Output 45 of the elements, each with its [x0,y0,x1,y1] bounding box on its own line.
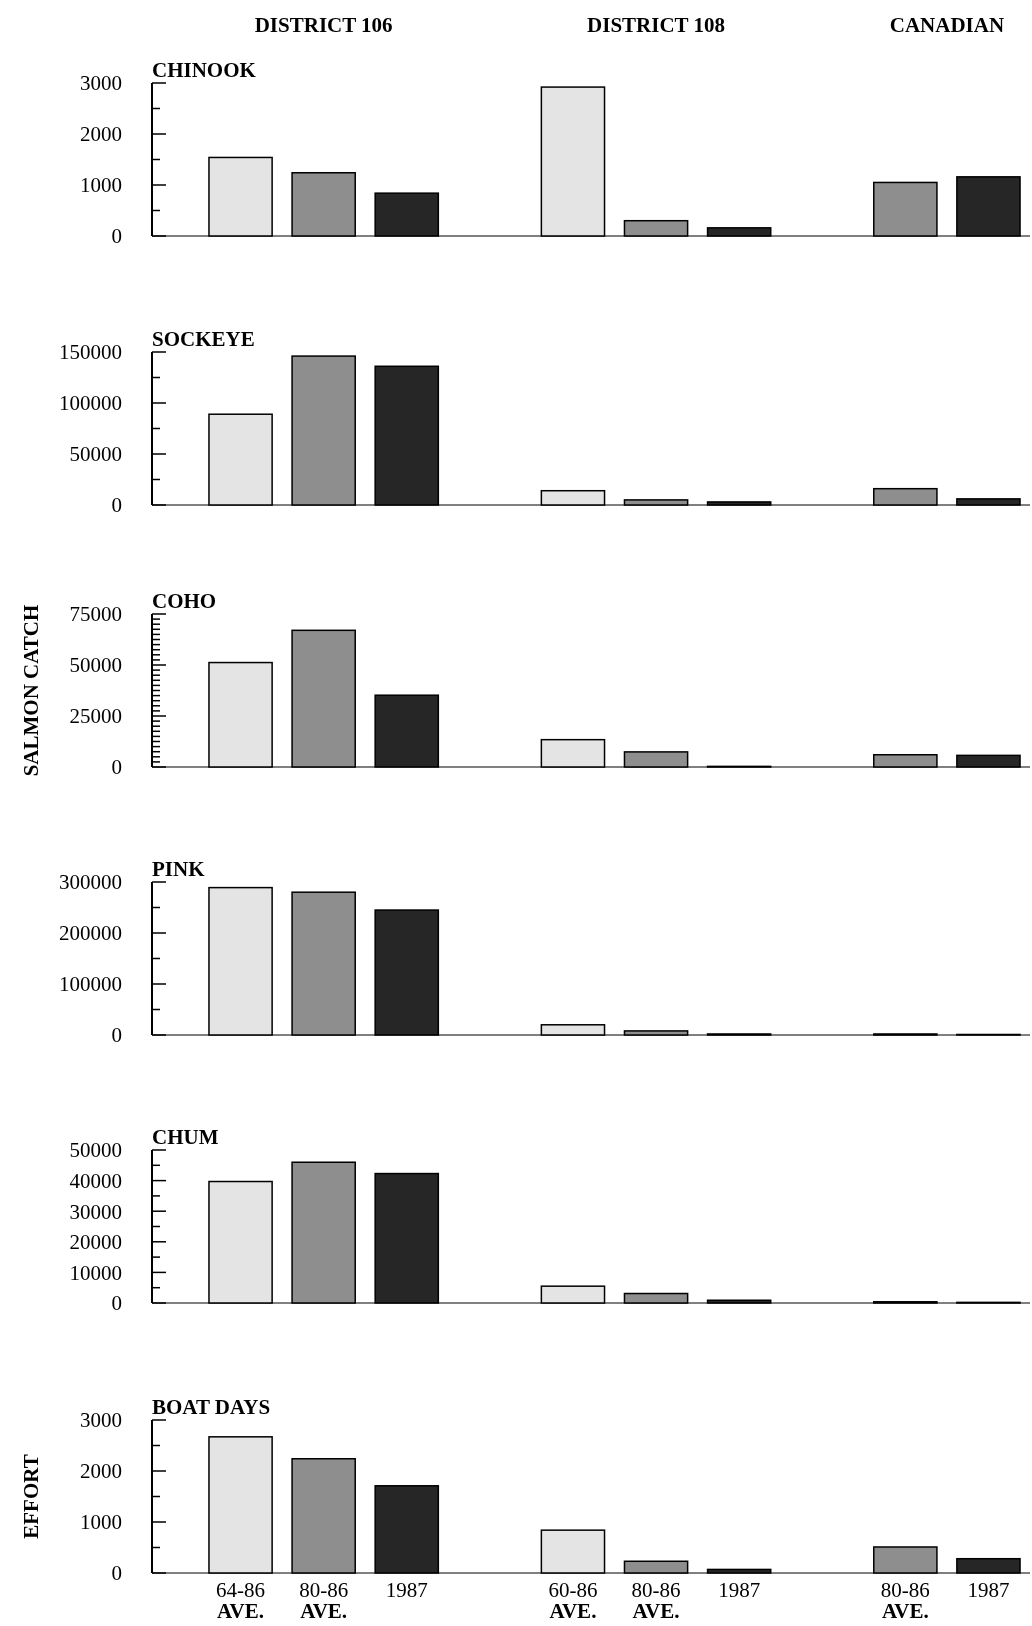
y-axis-title: SALMON CATCH [19,604,43,777]
chart-title: COHO [152,589,217,613]
y-tick-label: 0 [111,1023,122,1048]
y-tick-label: 40000 [69,1168,122,1193]
chart-title: CHINOOK [152,58,257,82]
y-tick-label: 30000 [69,1199,122,1224]
y-tick-label: 2000 [80,1459,122,1484]
y-tick-label: 1000 [80,173,122,198]
text: DISTRICT 108 [587,13,725,37]
y-tick-label: 3000 [80,71,122,96]
x-tick-label: 80-86 AVE. [631,1578,681,1623]
y-tick-label: 0 [111,224,122,249]
y-tick-label: 300000 [59,870,122,895]
y-tick-label: 75000 [69,602,122,627]
x-tick-label: 80-86 AVE. [880,1578,930,1623]
chart-title: BOAT DAYS [152,1395,271,1419]
x-tick-label: 1987 [385,1578,428,1602]
y-tick-label: 1000 [80,1510,122,1535]
y-tick-label: 20000 [69,1230,122,1255]
y-tick-label: 2000 [80,122,122,147]
y-tick-label: 0 [111,1291,122,1316]
x-tick-label: 1987 [718,1578,761,1602]
y-tick-label: 25000 [69,704,122,729]
y-tick-label: 0 [111,493,122,518]
y-tick-label: 100000 [59,391,122,416]
chart-title: CHUM [152,1125,219,1149]
x-tick-label: 80-86 AVE. [299,1578,349,1623]
x-tick-label: 64-86 AVE. [216,1578,266,1623]
y-tick-label: 0 [111,1561,122,1586]
y-tick-label: 3000 [80,1408,122,1433]
y-tick-label: 50000 [69,442,122,467]
text: DISTRICT 106 [254,13,393,37]
y-tick-label: 10000 [69,1260,122,1285]
y-tick-label: 50000 [69,653,122,678]
y-tick-label: 200000 [59,921,122,946]
y-axis-title: EFFORT [19,1454,43,1539]
chart-title: SOCKEYE [152,327,255,351]
y-tick-label: 50000 [69,1138,122,1163]
y-tick-label: 150000 [59,340,122,365]
chart-title: PINK [152,857,206,881]
text: CANADIAN [889,13,1005,37]
x-tick-label: 60-86 AVE. [548,1578,598,1623]
x-tick-label: 1987 [967,1578,1010,1602]
y-tick-label: 0 [111,755,122,780]
y-tick-label: 100000 [59,972,122,997]
